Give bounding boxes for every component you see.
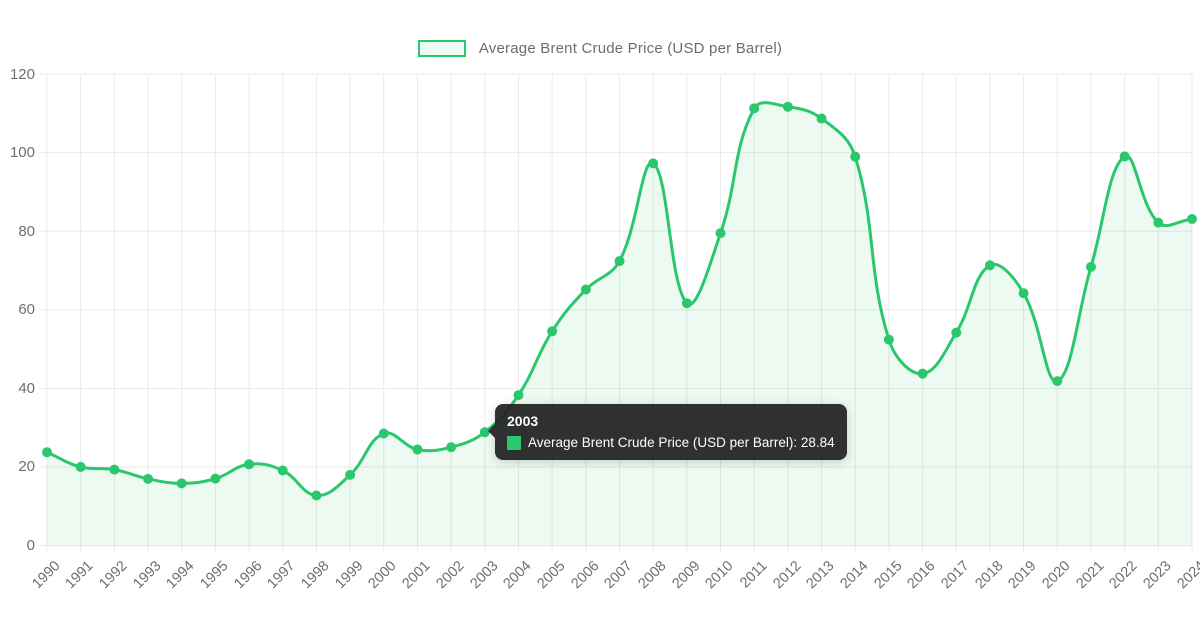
data-point-2022[interactable] — [1119, 151, 1130, 162]
data-point-2020[interactable] — [1052, 376, 1063, 387]
data-point-1996[interactable] — [244, 459, 255, 470]
legend-label: Average Brent Crude Price (USD per Barre… — [478, 40, 783, 57]
data-point-2018[interactable] — [984, 260, 995, 271]
data-point-2014[interactable] — [850, 151, 861, 162]
data-point-2006[interactable] — [580, 284, 591, 295]
y-tick-label-120: 120 — [9, 65, 35, 83]
data-point-2017[interactable] — [951, 327, 962, 338]
data-point-2016[interactable] — [917, 368, 928, 379]
tooltip-title: 2003 — [507, 413, 539, 429]
data-point-2008[interactable] — [648, 158, 659, 169]
data-point-2024[interactable] — [1187, 213, 1197, 224]
data-point-2023[interactable] — [1153, 217, 1164, 228]
data-point-2003[interactable] — [479, 427, 490, 438]
data-point-2013[interactable] — [816, 113, 827, 124]
tooltip-caret — [488, 424, 495, 438]
data-point-1991[interactable] — [75, 461, 86, 472]
data-point-1994[interactable] — [176, 478, 187, 489]
data-point-2007[interactable] — [614, 256, 625, 267]
y-tick-label-80: 80 — [18, 222, 35, 240]
data-point-2009[interactable] — [681, 298, 692, 309]
data-point-2019[interactable] — [1018, 288, 1029, 299]
data-point-1993[interactable] — [143, 473, 154, 484]
y-tick-label-20: 20 — [18, 458, 35, 476]
y-tick-label-100: 100 — [9, 144, 35, 162]
data-point-1999[interactable] — [345, 469, 356, 480]
legend: Average Brent Crude Price (USD per Barre… — [0, 40, 1200, 57]
data-point-2002[interactable] — [446, 442, 457, 453]
data-point-1992[interactable] — [109, 464, 120, 475]
y-tick-label-0: 0 — [26, 537, 35, 554]
data-point-1990[interactable] — [42, 447, 52, 458]
data-point-2001[interactable] — [412, 444, 423, 455]
data-point-2004[interactable] — [513, 390, 524, 401]
data-point-1997[interactable] — [277, 465, 288, 476]
data-point-1998[interactable] — [311, 490, 322, 501]
data-point-2012[interactable] — [782, 101, 793, 112]
data-point-2010[interactable] — [715, 228, 726, 239]
data-point-2015[interactable] — [883, 334, 894, 345]
data-point-2021[interactable] — [1085, 261, 1096, 272]
y-tick-label-60: 60 — [18, 301, 35, 319]
tooltip-swatch — [507, 435, 521, 450]
series-area-fill — [47, 102, 1192, 546]
tooltip-label: Average Brent Crude Price (USD per Barre… — [528, 435, 835, 450]
legend-swatch — [417, 40, 466, 57]
data-point-2011[interactable] — [749, 103, 760, 114]
data-point-1995[interactable] — [210, 473, 221, 484]
tooltip: 2003 Average Brent Crude Price (USD per … — [488, 404, 847, 460]
data-point-2005[interactable] — [547, 326, 558, 337]
tooltip-row: Average Brent Crude Price (USD per Barre… — [507, 435, 835, 450]
y-tick-label-40: 40 — [18, 379, 35, 397]
legend-item-brent[interactable]: Average Brent Crude Price (USD per Barre… — [417, 40, 783, 57]
data-point-2000[interactable] — [378, 428, 389, 439]
